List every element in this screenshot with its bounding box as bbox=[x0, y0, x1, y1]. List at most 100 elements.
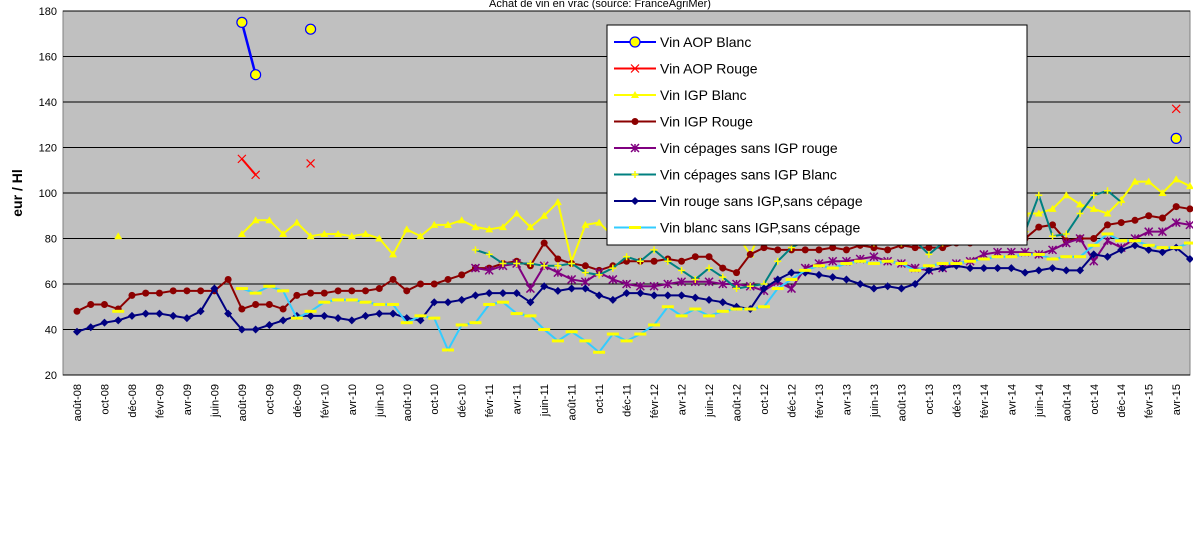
marker bbox=[1128, 239, 1141, 243]
marker bbox=[1034, 266, 1043, 275]
marker bbox=[197, 287, 205, 295]
marker bbox=[320, 311, 329, 320]
marker bbox=[471, 291, 480, 300]
marker bbox=[1170, 246, 1183, 250]
marker bbox=[1046, 257, 1059, 261]
x-tick-label: févr-10 bbox=[319, 384, 331, 418]
marker bbox=[979, 249, 989, 259]
marker bbox=[925, 244, 933, 252]
marker bbox=[1035, 223, 1043, 231]
marker bbox=[526, 298, 535, 307]
x-tick-label: juin-12 bbox=[704, 384, 716, 418]
marker bbox=[760, 244, 768, 252]
marker bbox=[320, 229, 329, 237]
marker bbox=[593, 350, 606, 354]
marker bbox=[1183, 241, 1193, 245]
marker bbox=[620, 339, 633, 343]
marker bbox=[1090, 235, 1098, 242]
marker bbox=[347, 316, 356, 325]
marker bbox=[553, 198, 562, 206]
marker bbox=[182, 314, 191, 323]
chart-title: Achat de vin en vrac (source: FranceAgri… bbox=[489, 0, 711, 10]
marker bbox=[73, 327, 81, 336]
marker bbox=[457, 295, 466, 304]
marker bbox=[581, 220, 590, 228]
marker bbox=[279, 305, 287, 313]
marker bbox=[1048, 245, 1058, 255]
marker bbox=[334, 229, 343, 237]
marker bbox=[758, 305, 770, 309]
marker bbox=[250, 69, 262, 81]
marker bbox=[251, 216, 260, 224]
marker bbox=[677, 277, 687, 287]
x-tick-label: oct-09 bbox=[264, 384, 276, 415]
marker bbox=[1117, 245, 1126, 254]
marker bbox=[1089, 250, 1098, 259]
marker bbox=[265, 320, 274, 329]
x-tick-label: avr-09 bbox=[182, 384, 194, 415]
x-tick-label: août-09 bbox=[237, 384, 249, 421]
marker bbox=[828, 256, 838, 266]
marker bbox=[773, 275, 782, 284]
marker bbox=[100, 300, 108, 308]
legend-label: Vin cépages sans IGP rouge bbox=[660, 140, 838, 156]
marker bbox=[183, 287, 191, 295]
marker bbox=[389, 309, 398, 318]
x-tick-label: déc-12 bbox=[786, 384, 798, 418]
marker bbox=[443, 298, 452, 307]
marker bbox=[705, 295, 714, 304]
marker bbox=[993, 247, 1003, 257]
marker bbox=[252, 300, 260, 308]
legend: Vin AOP Blanc Vin AOP Rouge Vin IGP Blanc V… bbox=[606, 24, 1028, 246]
marker bbox=[1103, 252, 1112, 261]
x-tick-label: juin-13 bbox=[869, 384, 881, 418]
marker bbox=[375, 285, 383, 293]
x-tick-label: août-11 bbox=[567, 384, 579, 421]
marker bbox=[554, 255, 562, 263]
marker bbox=[733, 269, 741, 277]
marker bbox=[925, 250, 933, 258]
marker bbox=[196, 307, 205, 316]
marker bbox=[1074, 255, 1087, 259]
marker bbox=[318, 300, 331, 304]
legend-box bbox=[606, 24, 1028, 246]
marker bbox=[237, 325, 246, 334]
marker bbox=[631, 171, 639, 178]
marker bbox=[416, 316, 425, 325]
x-tick-label: déc-10 bbox=[457, 384, 469, 418]
marker bbox=[760, 284, 768, 293]
marker bbox=[1032, 252, 1045, 256]
marker bbox=[1170, 132, 1182, 144]
marker bbox=[224, 275, 232, 283]
marker bbox=[840, 262, 853, 266]
marker bbox=[400, 321, 413, 325]
marker bbox=[801, 246, 809, 254]
legend-label: Vin AOP Blanc bbox=[660, 34, 751, 50]
marker bbox=[430, 220, 439, 228]
legend-label: Vin AOP Rouge bbox=[660, 61, 758, 77]
marker bbox=[484, 265, 494, 275]
marker bbox=[661, 305, 674, 309]
legend-label: Vin blanc sans IGP,sans cépage bbox=[660, 220, 861, 236]
x-tick-label: oct-11 bbox=[594, 384, 606, 414]
marker bbox=[895, 262, 908, 266]
marker bbox=[1144, 227, 1154, 237]
marker bbox=[774, 246, 782, 254]
marker bbox=[733, 285, 741, 293]
marker bbox=[993, 264, 1002, 273]
marker bbox=[663, 279, 673, 289]
marker bbox=[1049, 232, 1057, 240]
marker bbox=[705, 264, 713, 272]
marker bbox=[265, 300, 273, 308]
marker bbox=[636, 257, 644, 265]
marker bbox=[568, 260, 576, 268]
marker bbox=[510, 312, 523, 316]
marker bbox=[1131, 216, 1139, 224]
marker bbox=[1172, 175, 1181, 183]
marker bbox=[1076, 209, 1084, 217]
x-tick-label: févr-15 bbox=[1144, 384, 1156, 418]
marker bbox=[538, 328, 551, 331]
marker bbox=[719, 273, 727, 281]
marker bbox=[924, 266, 933, 275]
marker bbox=[630, 143, 640, 153]
